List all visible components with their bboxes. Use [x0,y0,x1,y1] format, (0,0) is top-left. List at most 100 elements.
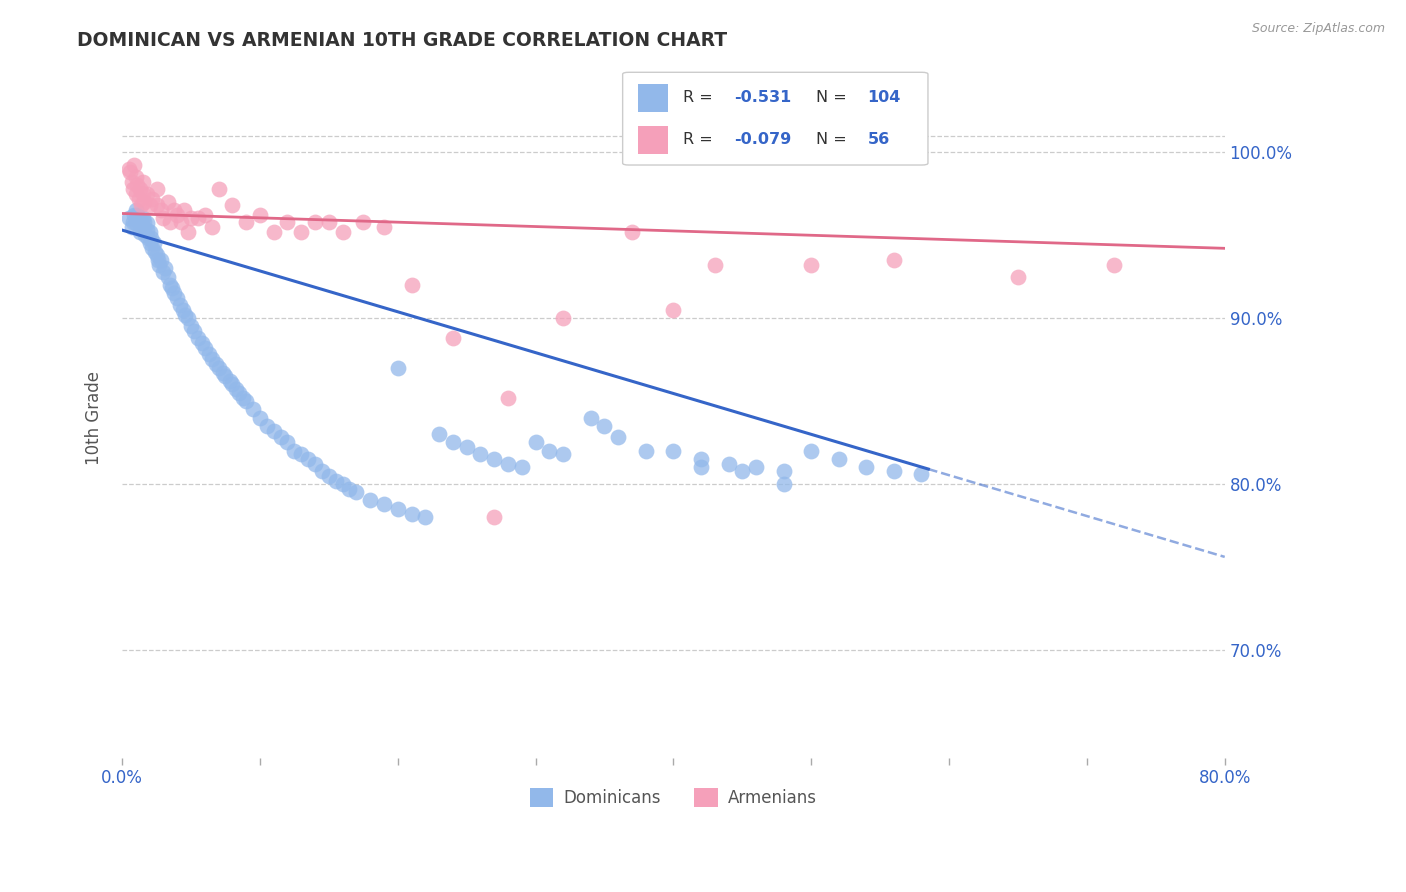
Point [191,335,214,350]
Point [717,457,740,471]
Y-axis label: 10th Grade: 10th Grade [86,370,103,465]
Point [132,211,155,226]
Point [131,198,153,212]
Point [120,165,142,179]
Point [304,215,326,229]
Point [128,192,150,206]
Point [800,443,823,458]
Point [297,452,319,467]
Point [187,211,209,226]
Point [332,225,354,239]
Point [132,219,155,234]
Point [256,418,278,433]
Point [553,447,575,461]
Point [731,464,754,478]
Point [128,215,150,229]
Point [290,447,312,461]
FancyBboxPatch shape [623,72,928,165]
Point [122,215,145,229]
Point [143,244,166,259]
Point [149,203,172,218]
Point [141,241,163,255]
Point [194,208,217,222]
Point [218,374,240,388]
Point [138,225,160,239]
Point [129,225,152,239]
Point [173,203,195,218]
Point [187,331,209,345]
Point [270,430,292,444]
Point [359,493,381,508]
Text: 56: 56 [868,132,890,147]
Text: -0.079: -0.079 [734,132,792,147]
Point [883,252,905,267]
Point [910,467,932,481]
Point [142,236,165,251]
Point [172,302,194,317]
Point [249,410,271,425]
Point [177,311,200,326]
Point [122,181,145,195]
Text: 104: 104 [868,90,901,105]
Point [211,366,233,380]
Point [373,219,395,234]
Point [159,215,181,229]
Point [131,215,153,229]
Point [621,225,644,239]
Point [235,215,257,229]
Point [496,457,519,471]
Point [166,291,188,305]
Bar [638,84,668,112]
Point [125,203,148,218]
Point [170,215,193,229]
Point [180,211,202,226]
Text: N =: N = [815,132,852,147]
Point [177,225,200,239]
Point [828,452,851,467]
Point [127,178,149,193]
Point [413,510,436,524]
Bar [638,126,668,153]
Point [138,236,160,251]
Point [703,258,725,272]
Text: R =: R = [683,90,718,105]
Point [318,468,340,483]
Point [373,497,395,511]
Point [214,369,236,384]
Point [125,216,148,230]
Point [125,169,148,184]
Text: N =: N = [815,90,852,105]
Point [441,331,464,345]
Point [156,194,179,209]
Text: DOMINICAN VS ARMENIAN 10TH GRADE CORRELATION CHART: DOMINICAN VS ARMENIAN 10TH GRADE CORRELA… [77,31,727,50]
Point [482,452,505,467]
Point [401,507,423,521]
Point [132,194,155,209]
Point [607,430,630,444]
Point [524,435,547,450]
Point [207,181,229,195]
Point [201,352,224,367]
Point [145,181,167,195]
Point [690,452,713,467]
Point [198,347,221,361]
Point [145,198,167,212]
Point [232,391,254,405]
Point [510,460,533,475]
Point [166,208,188,222]
Point [134,228,156,243]
Point [318,215,340,229]
Point [276,435,298,450]
Point [249,208,271,222]
Point [135,223,157,237]
Point [132,186,155,201]
Point [387,360,409,375]
Point [201,219,224,234]
Point [690,460,713,475]
Point [153,261,176,276]
Point [174,308,197,322]
Text: Source: ZipAtlas.com: Source: ZipAtlas.com [1251,22,1385,36]
Point [235,393,257,408]
Point [152,211,174,226]
Point [242,402,264,417]
